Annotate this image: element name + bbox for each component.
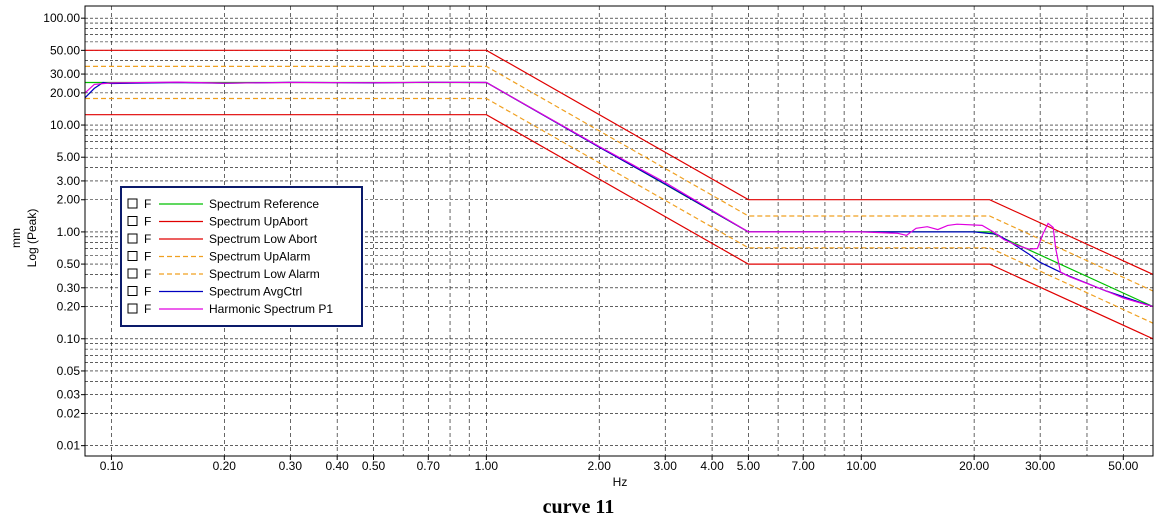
legend-flag: F — [144, 250, 151, 264]
legend-checkbox[interactable] — [127, 198, 138, 209]
x-tick-label: 50.00 — [1108, 459, 1138, 473]
legend-entry-label: Spectrum Low Alarm — [209, 267, 320, 281]
series-line-5 — [85, 97, 1154, 324]
y-tick-label: 0.20 — [57, 300, 81, 314]
y-tick-label: 50.00 — [50, 43, 80, 57]
legend-checkbox[interactable] — [127, 286, 138, 296]
y-tick-label: 0.30 — [57, 281, 81, 295]
legend-flag: F — [144, 215, 151, 229]
y-tick-label: 0.05 — [57, 364, 81, 378]
y-axis-label: mm Log (Peak) — [9, 209, 39, 268]
x-tick-labels: 0.10 0.20 0.30 0.40 0.50 0.70 1.00 2.00 3.00 4.00… — [100, 456, 1139, 473]
y-tick-label: 0.03 — [57, 388, 81, 402]
x-tick-label: 4.00 — [700, 459, 724, 473]
legend-checkbox[interactable] — [127, 216, 138, 226]
x-tick-label: 0.10 — [100, 459, 124, 473]
legend-checkbox[interactable] — [127, 268, 138, 279]
x-tick-label: 10.00 — [846, 459, 876, 473]
spectrum-chart: 0.01 0.02 0.03 0.05 0.10 0.20 0.30 0.50 1.00 2.00… — [9, 5, 1154, 489]
x-tick-label: 0.20 — [213, 459, 237, 473]
x-tick-label: 0.70 — [417, 459, 441, 473]
x-tick-label: 2.00 — [588, 459, 612, 473]
y-tick-label: 5.00 — [57, 150, 81, 164]
legend-checkbox[interactable] — [127, 233, 138, 244]
plot-frame — [84, 5, 1154, 457]
y-tick-label: 10.00 — [50, 118, 80, 132]
y-tick-label: 0.50 — [57, 257, 81, 271]
series-line-7 — [84, 81, 1154, 308]
y-tick-label: 100.00 — [43, 11, 80, 25]
figure-caption: curve 11 — [542, 496, 615, 518]
legend-entry-label: Spectrum Reference — [209, 197, 319, 211]
x-tick-label: 0.50 — [362, 459, 386, 473]
series-line-3 — [85, 114, 1154, 340]
y-tick-label: 20.00 — [50, 86, 80, 100]
legend-checkbox[interactable] — [127, 251, 138, 261]
y-tick-label: 2.00 — [57, 193, 81, 207]
y-tick-label: 1.00 — [57, 225, 81, 239]
legend-checkbox[interactable] — [127, 303, 138, 314]
chart-series — [84, 49, 1154, 340]
x-tick-label: 5.00 — [737, 459, 761, 473]
legend-entry-label: Spectrum UpAbort — [209, 215, 308, 229]
legend-flag: F — [144, 302, 151, 316]
legend-entry-label: Harmonic Spectrum P1 — [209, 302, 333, 316]
chart-legend: F Spectrum Reference F Spectrum UpAbort F Spe… — [120, 186, 363, 327]
x-axis-label: Hz — [613, 475, 628, 489]
y-tick-label: 0.02 — [57, 406, 81, 420]
y-axis-label-line-2: Log (Peak) — [25, 209, 39, 268]
y-tick-label: 0.10 — [57, 332, 81, 346]
legend-flag: F — [144, 285, 151, 299]
x-tick-label: 7.00 — [792, 459, 816, 473]
legend-entry-label: Spectrum UpAlarm — [209, 250, 310, 264]
series-line-2 — [85, 49, 1154, 275]
legend-entry-label: Spectrum AvgCtrl — [209, 285, 302, 299]
legend-flag: F — [144, 197, 151, 211]
x-tick-label: 30.00 — [1025, 459, 1055, 473]
legend-flag: F — [144, 232, 151, 246]
x-tick-label: 3.00 — [654, 459, 678, 473]
legend-entry-label: Spectrum Low Abort — [209, 232, 318, 246]
y-tick-label: 3.00 — [57, 174, 81, 188]
legend-flag: F — [144, 267, 151, 281]
y-axis-label-line-1: mm — [9, 228, 23, 248]
x-tick-label: 0.30 — [279, 459, 303, 473]
x-tick-label: 0.40 — [325, 459, 349, 473]
y-tick-labels: 0.01 0.02 0.03 0.05 0.10 0.20 0.30 0.50 1.00 2.00… — [43, 11, 85, 453]
y-tick-label: 0.01 — [57, 439, 81, 453]
x-tick-label: 20.00 — [959, 459, 989, 473]
series-line-4 — [85, 65, 1154, 292]
y-tick-label: 30.00 — [50, 67, 80, 81]
x-tick-label: 1.00 — [475, 459, 499, 473]
